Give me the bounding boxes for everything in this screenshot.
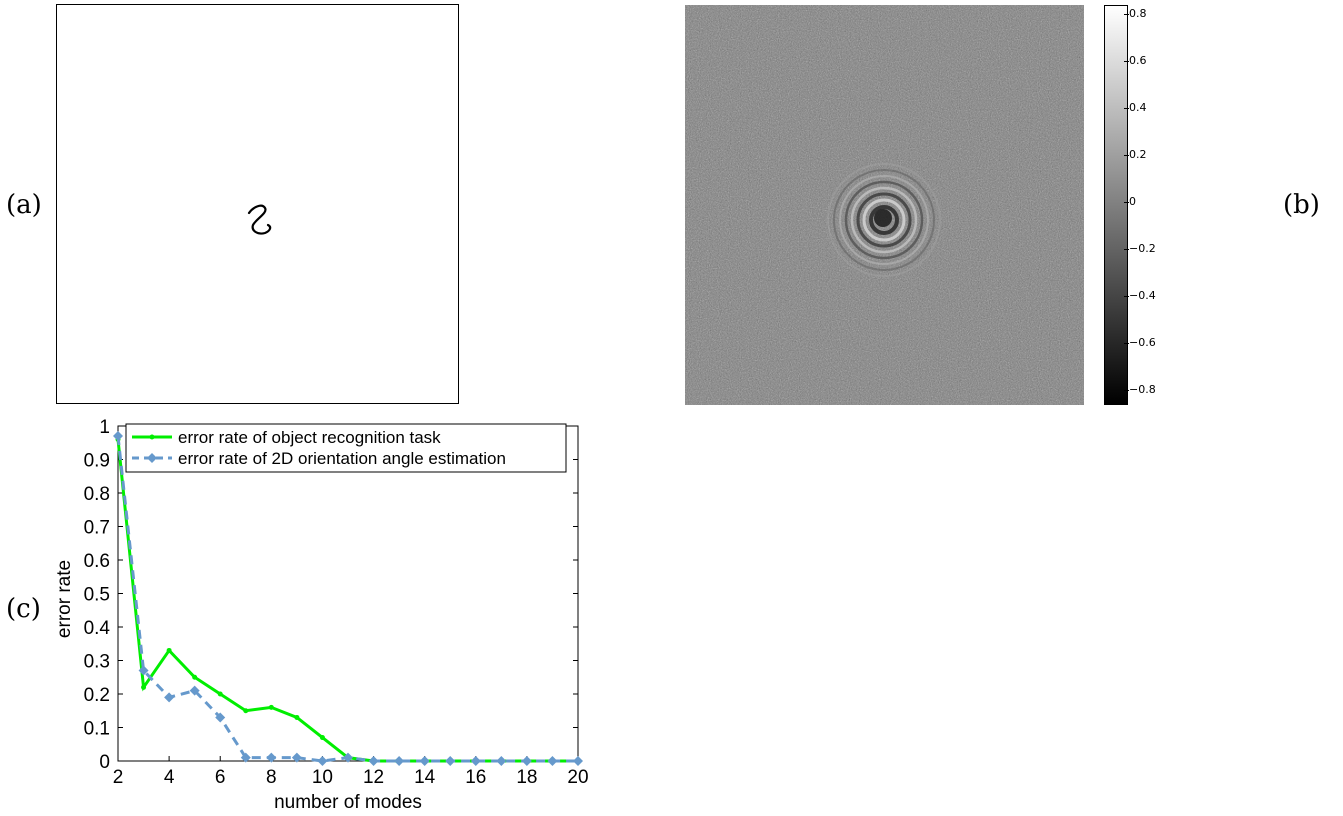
concentric-rings: [827, 163, 941, 277]
data-point: [141, 684, 147, 690]
data-point: [445, 756, 456, 766]
series-lines: [113, 431, 583, 766]
data-point: [521, 756, 532, 766]
y-tick-label: 0.6: [84, 551, 110, 572]
data-point: [368, 756, 379, 766]
axes-frame: [117, 425, 579, 762]
legend-label: error rate of 2D orientation angle estim…: [178, 449, 506, 468]
y-tick-label: 0.2: [84, 685, 110, 706]
data-point: [240, 752, 251, 763]
data-point: [138, 665, 149, 676]
x-tick-label: 16: [465, 767, 486, 788]
x-tick-label: 4: [164, 767, 175, 788]
filter-image-canvas: [685, 5, 1084, 405]
x-tick-label: 10: [312, 767, 333, 788]
y-tick-label: 0.4: [84, 618, 111, 639]
panel-label-b: (b): [1283, 190, 1320, 220]
colorbar-tick: −0.4: [1124, 289, 1156, 302]
colorbar-tick: 0: [1124, 195, 1136, 208]
y-tick-label: 0.3: [84, 652, 110, 673]
data-point: [192, 674, 198, 680]
data-point: [394, 756, 405, 766]
data-point: [113, 431, 123, 442]
y-tick-label: 0: [99, 752, 110, 773]
legend-marker: [147, 453, 157, 463]
data-point: [496, 756, 507, 766]
x-tick-label: 18: [516, 767, 537, 788]
legend-marker: [149, 434, 155, 440]
y-tick-label: 0.5: [84, 585, 110, 606]
data-point: [215, 712, 226, 723]
chart-legend: error rate of object recognition task err…: [125, 423, 567, 473]
error-rate-chart: 2 4 6 8 10 12 14 16 18 20 0 0.1 0.2 0.3 0.4 0.5 0.6 0.7 0.…: [54, 417, 589, 813]
x-axis-label: number of modes: [274, 792, 422, 813]
data-point: [573, 756, 583, 766]
x-tick-label: 6: [215, 767, 226, 788]
panel-label-c: (c): [6, 594, 41, 624]
data-point: [470, 756, 481, 766]
x-tick-label: 14: [414, 767, 436, 788]
legend-box: [125, 423, 567, 473]
colorbar-tick: −0.2: [1124, 242, 1156, 255]
handwritten-digit-glyph: [247, 204, 272, 235]
data-point: [547, 756, 558, 766]
digit-image-panel: [56, 4, 459, 404]
y-tick-label: 0.1: [84, 719, 110, 740]
colorbar-tick: 0.2: [1124, 148, 1147, 161]
tick-labels: 2 4 6 8 10 12 14 16 18 20 0 0.1 0.2 0.3 0.4 0.5 0.6 0.7 0.…: [84, 417, 589, 788]
series-line-1: [116, 435, 578, 763]
panel-label-a: (a): [6, 190, 42, 220]
y-axis-label: error rate: [54, 560, 75, 638]
data-point: [217, 691, 223, 697]
colorbar-tick-labels: 0.8 0.6 0.4 0.2 0 −0.2 −0.4 −0.6 −0.8: [1124, 5, 1189, 405]
data-point: [317, 756, 328, 766]
data-point: [166, 647, 172, 653]
data-point: [294, 714, 300, 720]
data-point: [319, 735, 325, 741]
data-point: [343, 752, 353, 763]
x-tick-label: 12: [363, 767, 384, 788]
data-point: [268, 704, 274, 710]
colorbar-tick: 0.8: [1124, 7, 1147, 20]
colorbar-tick: −0.6: [1124, 336, 1156, 349]
x-tick-label: 2: [113, 767, 124, 788]
colorbar-tick: −0.8: [1124, 383, 1156, 396]
colorbar: [1104, 5, 1128, 405]
noisy-filter-image: [685, 5, 1084, 405]
y-tick-label: 0.8: [84, 484, 110, 505]
y-tick-label: 0.7: [84, 518, 110, 539]
x-tick-label: 20: [567, 767, 588, 788]
colorbar-tick: 0.6: [1124, 54, 1147, 67]
legend-label: error rate of object recognition task: [178, 428, 441, 447]
data-point: [291, 752, 302, 763]
data-point: [266, 752, 277, 763]
plot-frame: [117, 425, 579, 762]
data-point: [164, 692, 175, 703]
series-line-0: [116, 439, 578, 763]
data-point: [419, 756, 430, 766]
y-tick-label: 0.9: [84, 451, 110, 472]
data-point: [189, 685, 200, 696]
x-tick-label: 8: [266, 767, 277, 788]
data-point: [243, 708, 249, 714]
colorbar-tick: 0.4: [1124, 101, 1147, 114]
y-tick-label: 1: [99, 417, 110, 438]
